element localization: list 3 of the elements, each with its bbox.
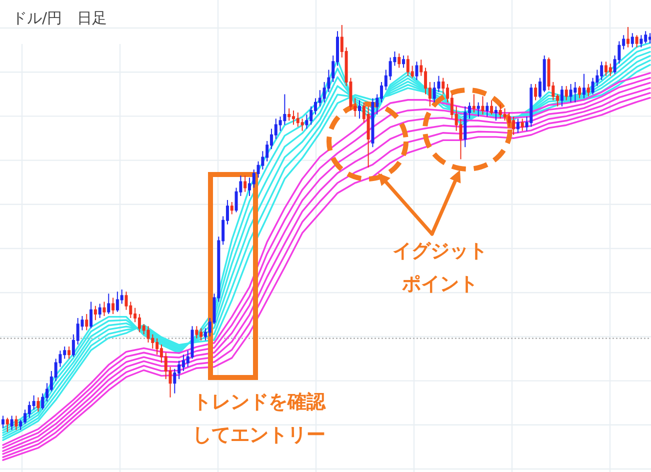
annotation: トレンドを確認してエントリー [192, 391, 326, 446]
chart-title: ドル/円 日足 [12, 9, 108, 27]
annotation: イグジットポイント [392, 240, 488, 295]
